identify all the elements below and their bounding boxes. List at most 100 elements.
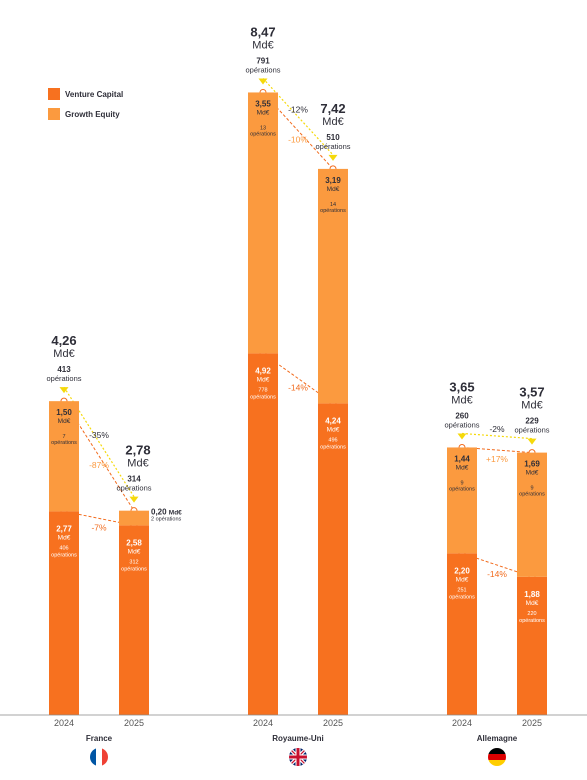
country-label: Allemagne — [477, 734, 518, 743]
ge-unit-label: Md€ — [257, 109, 270, 116]
ge-deals-label: 13 — [260, 125, 266, 131]
deals-unit-label: opérations — [444, 420, 479, 429]
total-unit-label: Md€ — [521, 400, 542, 412]
deals-total-label: 229 — [525, 417, 539, 426]
total-marker-triangle — [527, 438, 537, 445]
vc-deals-label: 220 — [527, 611, 536, 617]
deals-total-label: 510 — [326, 133, 340, 142]
ge-value-label: 1,44 — [454, 454, 470, 463]
total-marker-triangle — [59, 387, 69, 394]
vc-deals-unit-label: opérations — [250, 394, 276, 400]
total-change-label: -12% — [288, 105, 308, 115]
ge-deals-unit-label: opérations — [320, 208, 346, 214]
total-marker-triangle — [328, 154, 338, 161]
vc-unit-label: Md€ — [526, 600, 539, 607]
x-axis: 2024 2025 France 2024 2025 Royaume-Uni 2024 202… — [0, 714, 587, 766]
vc-unit-label: Md€ — [257, 376, 270, 383]
total-value-label: 8,47 — [250, 24, 275, 39]
year-label: 2025 — [124, 718, 144, 728]
total-connector — [262, 78, 334, 156]
bar-vc-Allemagne-2024 — [447, 553, 477, 715]
total-unit-label: Md€ — [252, 39, 273, 51]
legend: Venture Capital Growth Equity — [48, 88, 123, 120]
ge-value-label: 0,20 Md€ — [151, 508, 182, 517]
vc-unit-label: Md€ — [327, 426, 340, 433]
year-label: 2024 — [54, 718, 74, 728]
deals-unit-label: opérations — [514, 426, 549, 435]
ge-change-label: -10% — [288, 135, 308, 145]
bar-ge-France-2024 — [49, 401, 79, 512]
deals-unit-label: opérations — [315, 142, 350, 151]
total-value-label: 2,78 — [125, 443, 150, 458]
ge-unit-label: Md€ — [58, 418, 71, 425]
legend-swatch-0 — [48, 88, 60, 100]
vc-deals-label: 312 — [129, 559, 138, 565]
ge-value-label: 3,55 — [255, 99, 271, 108]
ge-unit-label: Md€ — [327, 186, 340, 193]
total-unit-label: Md€ — [53, 348, 74, 360]
labels: 2,77Md€406opérations1,50Md€7opérations41… — [46, 24, 549, 623]
vc-value-label: 1,88 — [524, 590, 540, 599]
bar-ge-Allemagne-2024 — [447, 447, 477, 554]
vc-unit-label: Md€ — [456, 576, 469, 583]
year-label: 2025 — [323, 718, 343, 728]
ge-deals-unit-label: opérations — [449, 486, 475, 492]
ge-change-label: +17% — [486, 454, 508, 464]
bar-vc-Allemagne-2025 — [517, 576, 547, 715]
legend-label-1: Growth Equity — [65, 110, 120, 119]
vc-value-label: 2,58 — [126, 538, 142, 547]
ge-deals-label: 14 — [330, 202, 336, 208]
total-marker-triangle — [258, 78, 268, 85]
bar-ge-Royaume-Uni-2025 — [318, 168, 348, 404]
bars — [49, 92, 547, 715]
total-value-label: 4,26 — [51, 333, 76, 348]
ge-value-label: 1,50 — [56, 408, 72, 417]
ge-value-label: 3,19 — [325, 176, 341, 185]
deals-total-label: 314 — [127, 475, 141, 484]
country-label: Royaume-Uni — [272, 734, 324, 743]
ge-deals-label: 2 opérations — [151, 517, 182, 523]
ge-deals-label: 9 — [530, 486, 533, 492]
country-label: France — [86, 734, 113, 743]
legend-label-0: Venture Capital — [65, 90, 123, 99]
vc-value-label: 4,92 — [255, 366, 271, 375]
deals-total-label: 791 — [256, 56, 270, 65]
vc-unit-label: Md€ — [58, 534, 71, 541]
ge-unit-label: Md€ — [456, 464, 469, 471]
ge-deals-unit-label: opérations — [250, 131, 276, 137]
bar-ge-Allemagne-2025 — [517, 452, 547, 577]
vc-deals-label: 406 — [59, 545, 68, 551]
total-value-label: 7,42 — [320, 101, 345, 116]
total-change-label: -35% — [89, 430, 109, 440]
bar-vc-France-2025 — [119, 525, 149, 715]
year-label: 2024 — [253, 718, 273, 728]
total-value-label: 3,65 — [449, 379, 474, 394]
vc-value-label: 2,20 — [454, 566, 470, 575]
vc-deals-unit-label: opérations — [449, 594, 475, 600]
bar-ge-Royaume-Uni-2024 — [248, 92, 278, 354]
germany-flag — [488, 748, 506, 766]
ge-unit-label: Md€ — [526, 470, 539, 477]
vc-deals-label: 496 — [328, 437, 337, 443]
total-marker-triangle — [457, 433, 467, 440]
vc-change-label: -7% — [91, 522, 107, 532]
vc-change-label: -14% — [487, 569, 507, 579]
deals-total-label: 260 — [455, 411, 469, 420]
deals-unit-label: opérations — [245, 65, 280, 74]
total-unit-label: Md€ — [322, 116, 343, 128]
ge-deals-unit-label: opérations — [51, 440, 77, 446]
uk-flag — [289, 748, 307, 766]
ge-change-label: -87% — [89, 460, 109, 470]
bar-vc-Royaume-Uni-2025 — [318, 403, 348, 715]
legend-swatch-1 — [48, 108, 60, 120]
total-marker-triangle — [129, 496, 139, 503]
bar-vc-Royaume-Uni-2024 — [248, 353, 278, 715]
bar-vc-France-2024 — [49, 511, 79, 715]
year-label: 2025 — [522, 718, 542, 728]
vc-deals-unit-label: opérations — [519, 618, 545, 624]
vc-unit-label: Md€ — [128, 548, 141, 555]
year-label: 2024 — [452, 718, 472, 728]
vc-value-label: 2,77 — [56, 524, 72, 533]
total-value-label: 3,57 — [519, 385, 544, 400]
